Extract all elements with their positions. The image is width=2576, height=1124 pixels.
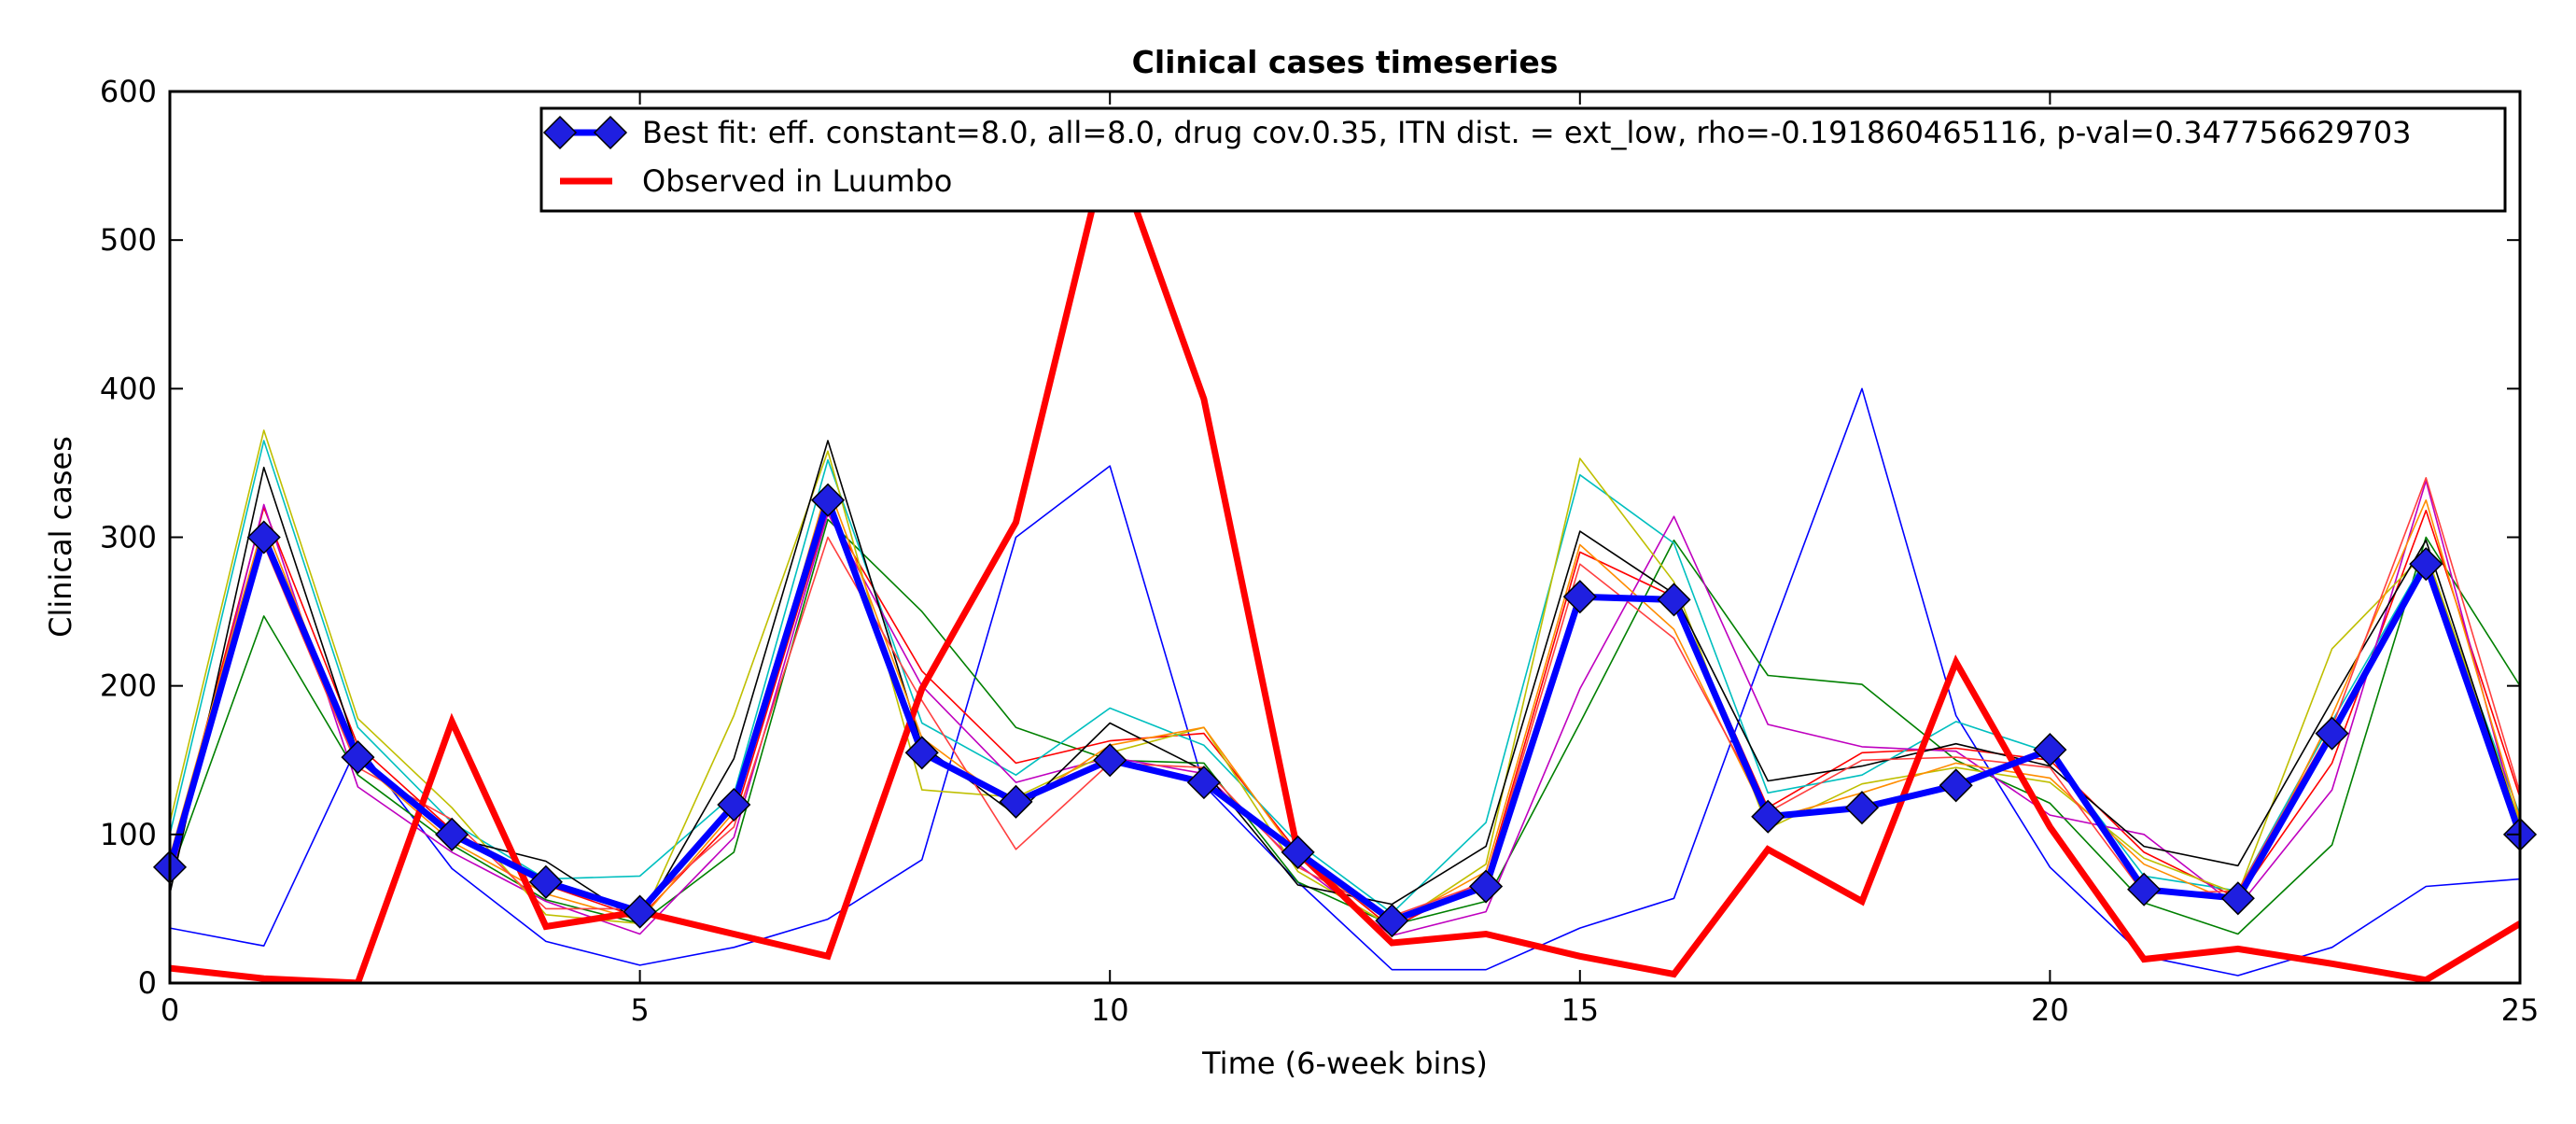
- best-fit-point-19: [1939, 768, 1973, 803]
- legend-best-fit-marker-right: [593, 115, 628, 150]
- x-tick-label-25: 25: [2501, 992, 2540, 1028]
- best-fit-point-16: [1657, 583, 1691, 617]
- best-fit-point-2: [341, 740, 375, 775]
- best-fit-point-10: [1093, 743, 1127, 778]
- x-tick-label-15: 15: [1561, 992, 1599, 1028]
- best-fit-point-13: [1375, 904, 1409, 938]
- y-tick-label-100: 100: [100, 817, 157, 852]
- x-tick-label-20: 20: [2031, 992, 2069, 1028]
- best-fit-layer: [170, 497, 2520, 924]
- y-tick-label-500: 500: [100, 222, 157, 258]
- best-fit-point-4: [528, 864, 563, 899]
- best-fit-point-3: [435, 817, 469, 851]
- observed-layer: [170, 124, 2520, 983]
- best-fit-point-12: [1281, 835, 1315, 869]
- best-fit-point-18: [1844, 791, 1880, 825]
- best-fit-point-7: [810, 483, 846, 517]
- ensemble-run-line-6: [170, 440, 2520, 923]
- best-fit-point-24: [2409, 547, 2443, 582]
- best-fit-point-23: [2315, 716, 2349, 751]
- x-tick-label-5: 5: [630, 992, 649, 1028]
- plot-frame: [168, 90, 2522, 985]
- best-fit-point-5: [623, 894, 657, 929]
- best-fit-point-6: [717, 787, 751, 822]
- x-tick-label-0: 0: [161, 992, 179, 1028]
- legend-best-fit-marker-left: [542, 115, 578, 150]
- chart-title: Clinical cases timeseries: [1132, 44, 1559, 80]
- best-fit-point-14: [1469, 869, 1504, 904]
- ensemble-run-line-3: [170, 440, 2520, 915]
- best-fit-point-9: [999, 784, 1033, 819]
- ensemble-run-line-8: [170, 476, 2520, 918]
- y-tick-label-400: 400: [100, 371, 157, 406]
- ensemble-run-line-1: [170, 518, 2520, 935]
- x-axis-label: Time (6-week bins): [1201, 1046, 1488, 1081]
- best-fit-point-20: [2033, 733, 2067, 767]
- best-fit-markers: [152, 483, 2538, 938]
- chart-legend: Best fit: eff. constant=8.0, all=8.0, dr…: [539, 106, 2507, 213]
- y-tick-label-0: 0: [138, 965, 157, 1001]
- ensemble-run-line-7: [170, 484, 2520, 925]
- best-fit-point-8: [904, 736, 939, 770]
- y-tick-label-600: 600: [100, 74, 157, 109]
- best-fit-point-21: [2127, 872, 2162, 906]
- observed-series-line: [170, 124, 2520, 983]
- best-fit-point-15: [1562, 580, 1597, 614]
- best-fit-point-17: [1751, 799, 1785, 834]
- x-tick-label-10: 10: [1091, 992, 1129, 1028]
- axis-ticks: 0 5 10 15 20 25 0 100 200 300 400 500 600: [100, 74, 2539, 1028]
- legend-box: [539, 106, 2507, 213]
- best-fit-point-22: [2220, 881, 2255, 916]
- legend-best-fit-label: Best fit: eff. constant=8.0, all=8.0, dr…: [642, 115, 2412, 150]
- legend-observed-label: Observed in Luumbo: [642, 163, 952, 199]
- best-fit-point-1: [246, 520, 281, 555]
- y-tick-label-200: 200: [100, 668, 157, 704]
- best-fit-point-11: [1186, 766, 1221, 800]
- y-axis-label: Clinical cases: [43, 436, 78, 638]
- best-fit-series-line: [170, 497, 2520, 924]
- y-tick-label-300: 300: [100, 520, 157, 555]
